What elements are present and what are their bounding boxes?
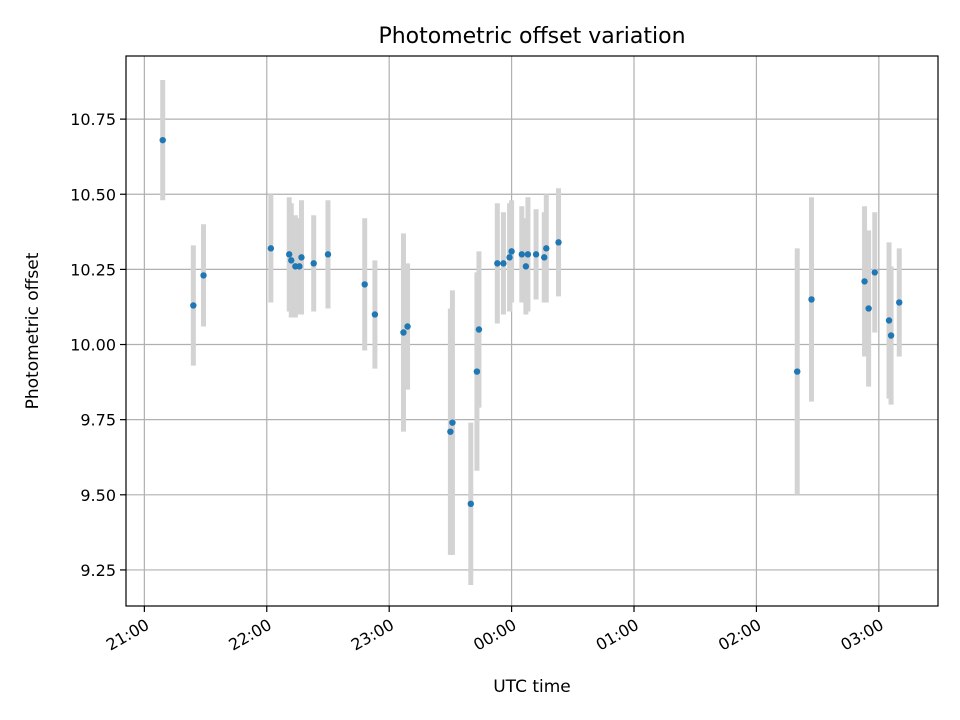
chart-title: Photometric offset variation xyxy=(378,24,685,49)
data-point xyxy=(541,254,548,261)
y-tick-label: 9.25 xyxy=(80,561,116,580)
y-tick-label: 10.00 xyxy=(70,336,116,355)
data-point xyxy=(324,251,332,258)
data-point xyxy=(361,281,368,288)
data-point xyxy=(861,278,868,285)
data-point xyxy=(449,419,456,426)
data-point xyxy=(447,428,454,435)
data-point xyxy=(371,311,379,318)
data-point xyxy=(475,326,483,333)
data-point xyxy=(543,245,550,252)
data-point xyxy=(532,251,540,258)
data-point xyxy=(310,260,317,267)
data-point xyxy=(524,251,532,258)
data-point xyxy=(887,332,895,339)
data-point xyxy=(190,302,197,309)
data-point xyxy=(896,299,903,306)
data-point xyxy=(885,317,893,324)
data-point xyxy=(508,248,515,255)
grid xyxy=(126,56,938,606)
y-tick-label: 10.75 xyxy=(70,110,116,129)
data-point xyxy=(500,260,507,267)
data-point xyxy=(200,272,207,279)
data-points xyxy=(159,136,903,508)
data-point xyxy=(865,305,872,312)
data-point xyxy=(494,260,501,267)
data-point xyxy=(400,329,407,336)
y-tick-label: 10.50 xyxy=(70,185,116,204)
data-point xyxy=(296,263,303,270)
data-point xyxy=(288,257,295,264)
data-point xyxy=(159,136,166,144)
data-point xyxy=(871,269,878,276)
data-point xyxy=(298,254,305,261)
y-tick-label: 10.25 xyxy=(70,260,116,279)
data-point xyxy=(794,368,801,375)
data-point xyxy=(522,263,530,270)
data-point xyxy=(473,368,481,375)
y-axis-label: Photometric offset xyxy=(23,252,43,409)
y-tick-label: 9.75 xyxy=(80,411,116,430)
y-tick-label: 9.50 xyxy=(80,486,116,505)
data-point xyxy=(808,296,815,303)
data-point xyxy=(518,251,525,258)
data-point xyxy=(467,500,474,508)
data-point xyxy=(267,245,275,252)
data-point xyxy=(555,239,562,246)
data-point xyxy=(286,251,293,258)
data-point xyxy=(404,323,411,330)
data-point xyxy=(506,254,513,261)
x-axis-label: UTC time xyxy=(493,677,571,697)
plot-frame xyxy=(125,55,939,607)
